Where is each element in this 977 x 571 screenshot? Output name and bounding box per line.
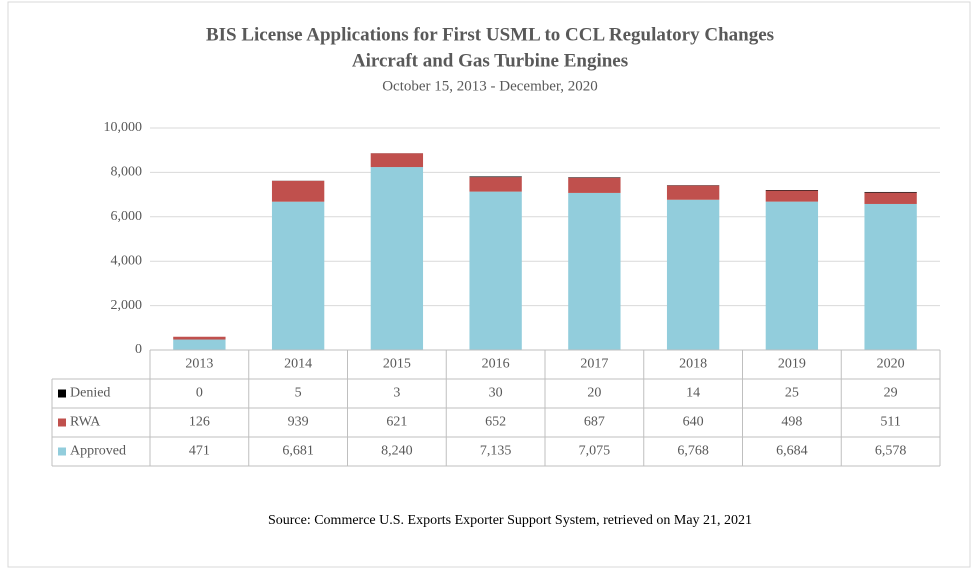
- chart-period: October 15, 2013 - December, 2020: [382, 78, 598, 94]
- x-tick-label: 2014: [284, 357, 312, 372]
- y-tick-label: 8,000: [111, 165, 143, 180]
- x-tick-label: 2016: [482, 357, 510, 372]
- bar: [864, 203, 917, 350]
- x-tick-label: 2019: [778, 357, 806, 372]
- bar: [666, 185, 720, 200]
- bar: [271, 180, 325, 202]
- table-value: 7,135: [480, 444, 512, 459]
- chart-source: Source: Commerce U.S. Exports Exporter S…: [268, 513, 752, 528]
- table-value: 25: [785, 386, 799, 401]
- x-tick-label: 2015: [383, 357, 411, 372]
- table-value: 6,681: [282, 444, 314, 459]
- bar: [173, 339, 226, 350]
- bar: [864, 192, 917, 204]
- bar: [765, 201, 819, 350]
- table-value: 5: [295, 386, 302, 401]
- bar: [864, 191, 917, 193]
- bar: [469, 191, 522, 350]
- table-value: 6,684: [776, 444, 808, 459]
- y-tick-label: 0: [135, 342, 142, 357]
- y-tick-label: 6,000: [111, 209, 143, 224]
- table-value: 8,240: [381, 444, 413, 459]
- table-value: 498: [781, 415, 802, 430]
- chart-subtitle: Aircraft and Gas Turbine Engines: [352, 50, 628, 71]
- x-tick-label: 2018: [679, 357, 707, 372]
- table-value: 20: [587, 386, 601, 401]
- frame: [7, 1, 971, 568]
- legend-key: [58, 447, 66, 456]
- x-tick-label: 2020: [877, 357, 905, 372]
- legend-label: Denied: [70, 386, 110, 401]
- bar: [568, 177, 621, 193]
- bar: [765, 190, 819, 191]
- bar: [666, 199, 720, 350]
- y-tick-label: 2,000: [111, 298, 143, 313]
- legend-key: [58, 418, 66, 427]
- bar: [370, 153, 424, 168]
- bar: [271, 201, 325, 350]
- table-value: 621: [386, 415, 407, 430]
- table-value: 29: [884, 386, 898, 401]
- legend-label: Approved: [70, 444, 126, 459]
- bar: [765, 190, 819, 202]
- table-value: 7,075: [579, 444, 611, 459]
- table-value: 0: [196, 386, 203, 401]
- y-tick-label: 10,000: [104, 120, 143, 135]
- bar: [469, 177, 522, 192]
- chart-title: BIS License Applications for First USML …: [206, 24, 774, 45]
- table-value: 652: [485, 415, 506, 430]
- bar: [370, 167, 424, 350]
- x-tick-label: 2013: [185, 357, 213, 372]
- bar: [469, 176, 522, 178]
- table-value: 30: [489, 386, 503, 401]
- table-value: 939: [288, 415, 309, 430]
- table-value: 511: [880, 415, 900, 430]
- table-value: 6,578: [875, 444, 907, 459]
- table-value: 687: [584, 415, 605, 430]
- table-value: 471: [189, 444, 210, 459]
- table-value: 14: [686, 386, 700, 401]
- legend-label: RWA: [70, 415, 101, 430]
- table-value: 640: [683, 415, 704, 430]
- bar: [173, 336, 226, 340]
- table-value: 126: [189, 415, 210, 430]
- legend-key: [58, 389, 66, 398]
- y-tick-label: 4,000: [111, 253, 143, 268]
- bar: [568, 192, 621, 350]
- table-value: 3: [393, 386, 400, 401]
- table-value: 6,768: [677, 444, 709, 459]
- x-tick-label: 2017: [580, 357, 608, 372]
